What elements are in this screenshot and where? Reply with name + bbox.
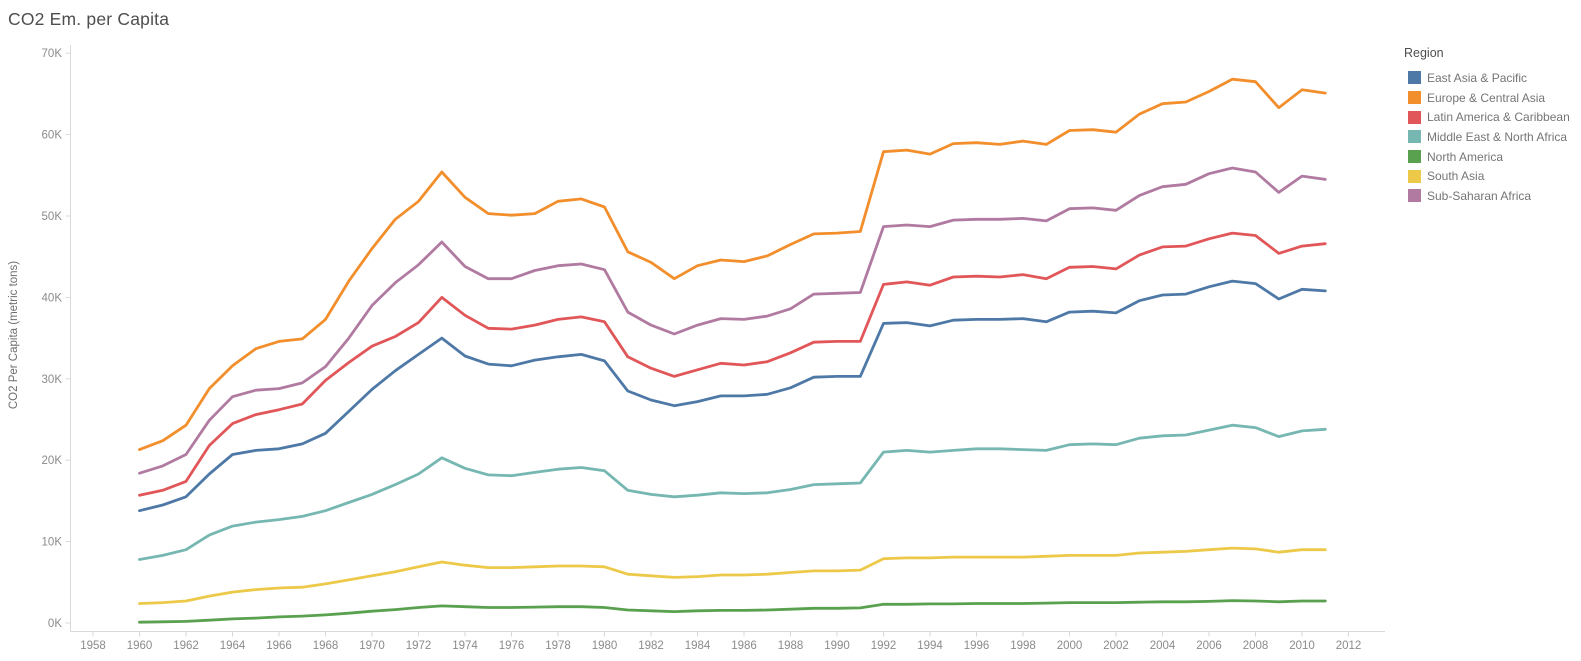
y-tick-label: 30K: [42, 374, 63, 386]
series-line-latin-america-caribbean[interactable]: [138, 231, 1327, 497]
legend-item-sub-saharan-africa[interactable]: Sub-Saharan Africa: [1398, 186, 1578, 206]
x-tick-label: 2004: [1150, 640, 1176, 652]
x-tick-label: 1990: [824, 640, 850, 652]
x-tick-label: 1984: [685, 640, 711, 652]
y-tick-label: 70K: [42, 48, 63, 60]
x-tick-label: 2010: [1289, 640, 1315, 652]
series-line-europe-central-asia[interactable]: [138, 77, 1327, 452]
x-tick-label: 1988: [778, 640, 804, 652]
x-tick-label: 1978: [545, 640, 571, 652]
y-tick-label: 60K: [42, 130, 63, 142]
y-tick-label: 10K: [42, 537, 63, 549]
legend-swatch-east-asia-pacific: [1408, 71, 1421, 85]
x-tick-label: 1972: [406, 640, 432, 652]
x-tick-label: 1996: [964, 640, 990, 652]
legend-items: East Asia & Pacific Europe & Central Asia…: [1398, 68, 1578, 206]
legend-label: Latin America & Caribbean: [1427, 110, 1570, 125]
series-line-south-asia[interactable]: [138, 546, 1327, 605]
series-line-east-asia-pacific[interactable]: [138, 279, 1327, 513]
legend-item-south-asia[interactable]: South Asia: [1398, 166, 1578, 186]
series-line-north-america[interactable]: [138, 599, 1327, 624]
legend-swatch-south-asia: [1408, 169, 1421, 183]
legend-label: Europe & Central Asia: [1427, 90, 1546, 105]
legend-item-latin-america-caribbean[interactable]: Latin America & Caribbean: [1398, 107, 1578, 127]
y-tick-label: 40K: [42, 292, 63, 304]
legend-label: North America: [1427, 149, 1504, 164]
y-tick-label: 20K: [42, 455, 63, 467]
x-tick-label: 1966: [266, 640, 292, 652]
x-tick-label: 2002: [1103, 640, 1129, 652]
chart-title: CO2 Em. per Capita: [8, 9, 170, 29]
x-tick-label: 1992: [871, 640, 897, 652]
legend-swatch-north-america: [1408, 150, 1421, 164]
legend-label: Sub-Saharan Africa: [1427, 188, 1532, 203]
legend-label: East Asia & Pacific: [1427, 70, 1528, 85]
x-tick-label: 1962: [173, 640, 199, 652]
x-tick-label: 1976: [499, 640, 525, 652]
x-tick-label: 2012: [1336, 640, 1362, 652]
y-tick-label: 50K: [42, 211, 63, 223]
legend-item-middle-east-north-africa[interactable]: Middle East & North Africa: [1398, 127, 1578, 147]
x-tick-label: 2000: [1057, 640, 1083, 652]
x-tick-label: 1982: [638, 640, 664, 652]
x-tick-label: 2006: [1196, 640, 1222, 652]
x-tick-label: 1970: [359, 640, 385, 652]
legend-item-north-america[interactable]: North America: [1398, 147, 1578, 167]
x-tick-label: 1958: [80, 640, 106, 652]
x-tick-label: 1998: [1010, 640, 1036, 652]
series-line-sub-saharan-africa[interactable]: [138, 166, 1327, 475]
legend-item-east-asia-pacific[interactable]: East Asia & Pacific: [1398, 68, 1578, 88]
legend-label: Middle East & North Africa: [1427, 129, 1568, 144]
legend-title: Region: [1404, 46, 1444, 60]
x-tick-label: 2008: [1243, 640, 1269, 652]
series-line-middle-east-north-africa[interactable]: [138, 423, 1327, 561]
legend-swatch-middle-east-north-africa: [1408, 130, 1421, 144]
legend-item-europe-central-asia[interactable]: Europe & Central Asia: [1398, 88, 1578, 108]
y-tick-label: 0K: [48, 618, 62, 630]
x-tick-label: 1964: [220, 640, 246, 652]
legend: Region East Asia & Pacific Europe & Centr…: [1398, 46, 1578, 206]
x-tick-label: 1986: [731, 640, 757, 652]
x-tick-label: 1968: [313, 640, 339, 652]
legend-label: South Asia: [1427, 169, 1485, 184]
x-tick-label: 1980: [592, 640, 618, 652]
x-tick-label: 1974: [452, 640, 478, 652]
x-tick-label: 1960: [127, 640, 153, 652]
legend-swatch-sub-saharan-africa: [1408, 189, 1421, 203]
legend-swatch-latin-america-caribbean: [1408, 110, 1421, 124]
x-tick-label: 1994: [917, 640, 943, 652]
legend-swatch-europe-central-asia: [1408, 91, 1421, 105]
